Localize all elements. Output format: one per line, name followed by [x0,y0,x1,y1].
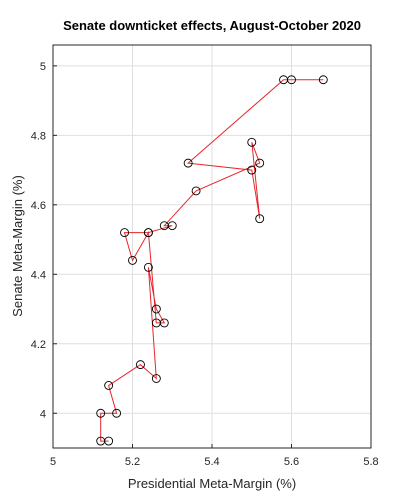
data-point [287,75,296,85]
data-point [247,165,257,175]
data-point [318,75,328,85]
data-point [191,186,201,196]
y-tick-label: 4.6 [31,200,46,212]
data-point [183,158,193,168]
data-point [143,228,153,238]
y-axis-ticks: 4 4.2 4.4 4.6 4.8 5 [31,61,57,420]
series-line [100,79,324,442]
x-axis-ticks: 5 5.2 5.4 5.6 5.8 [50,444,379,468]
data-point [255,214,265,224]
data-point [135,360,145,370]
chart-title: Senate downticket effects, August-Octobe… [63,18,361,33]
x-tick-label: 5 [50,456,56,468]
x-tick-label: 5.6 [284,456,299,468]
y-axis-label: Senate Meta-Margin (%) [10,175,25,317]
data-point [104,381,114,390]
series-red [100,79,324,442]
data-points [96,75,328,446]
y-tick-label: 4.2 [31,339,46,351]
y-tick-label: 5 [40,61,46,73]
y-tick-label: 4 [40,408,46,420]
data-point [128,255,137,265]
data-point [151,318,161,328]
x-tick-label: 5.8 [363,456,378,468]
data-point [143,262,153,272]
data-point [151,304,161,314]
y-tick-label: 4.4 [31,269,46,281]
x-tick-label: 5.2 [125,456,140,468]
y-tick-label: 4.8 [31,130,46,142]
data-point [151,374,161,383]
data-point [112,408,122,418]
data-point [247,137,257,147]
data-point [96,408,106,418]
data-point [159,221,169,231]
x-tick-label: 5.4 [204,456,219,468]
x-axis-label: Presidential Meta-Margin (%) [128,476,296,491]
data-point [120,228,130,238]
data-point [255,158,265,168]
data-point [96,436,106,446]
